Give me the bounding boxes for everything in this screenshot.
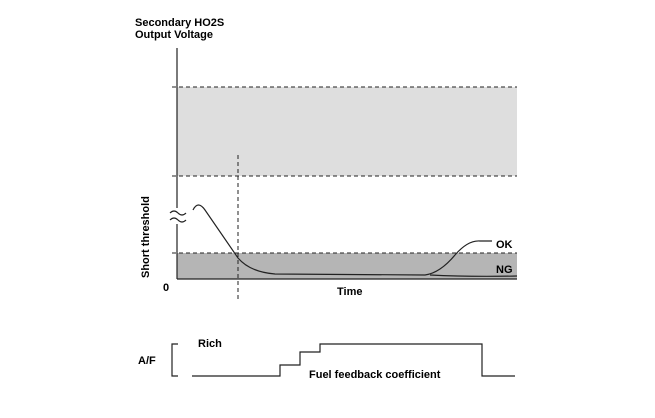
- ng-curve: [429, 274, 518, 277]
- x-label: Time: [337, 286, 362, 298]
- af-label: A/F: [138, 355, 156, 367]
- axis-break: [169, 210, 187, 223]
- threshold-label: Short threshold: [140, 196, 152, 278]
- af-bracket: [171, 343, 178, 377]
- ng-band: [177, 253, 517, 279]
- ok-label: OK: [496, 239, 513, 251]
- rich-label: Rich: [198, 338, 222, 350]
- axis-label-line2: Output Voltage: [135, 29, 213, 41]
- origin-label: 0: [163, 282, 169, 294]
- upper-band: [177, 87, 517, 176]
- axis-label-line1: Secondary HO2S: [135, 17, 224, 29]
- fuel-step: [192, 343, 515, 377]
- ok-curve: [192, 204, 492, 276]
- coefficient-label: Fuel feedback coefficient: [309, 369, 441, 381]
- ng-label: NG: [496, 264, 513, 276]
